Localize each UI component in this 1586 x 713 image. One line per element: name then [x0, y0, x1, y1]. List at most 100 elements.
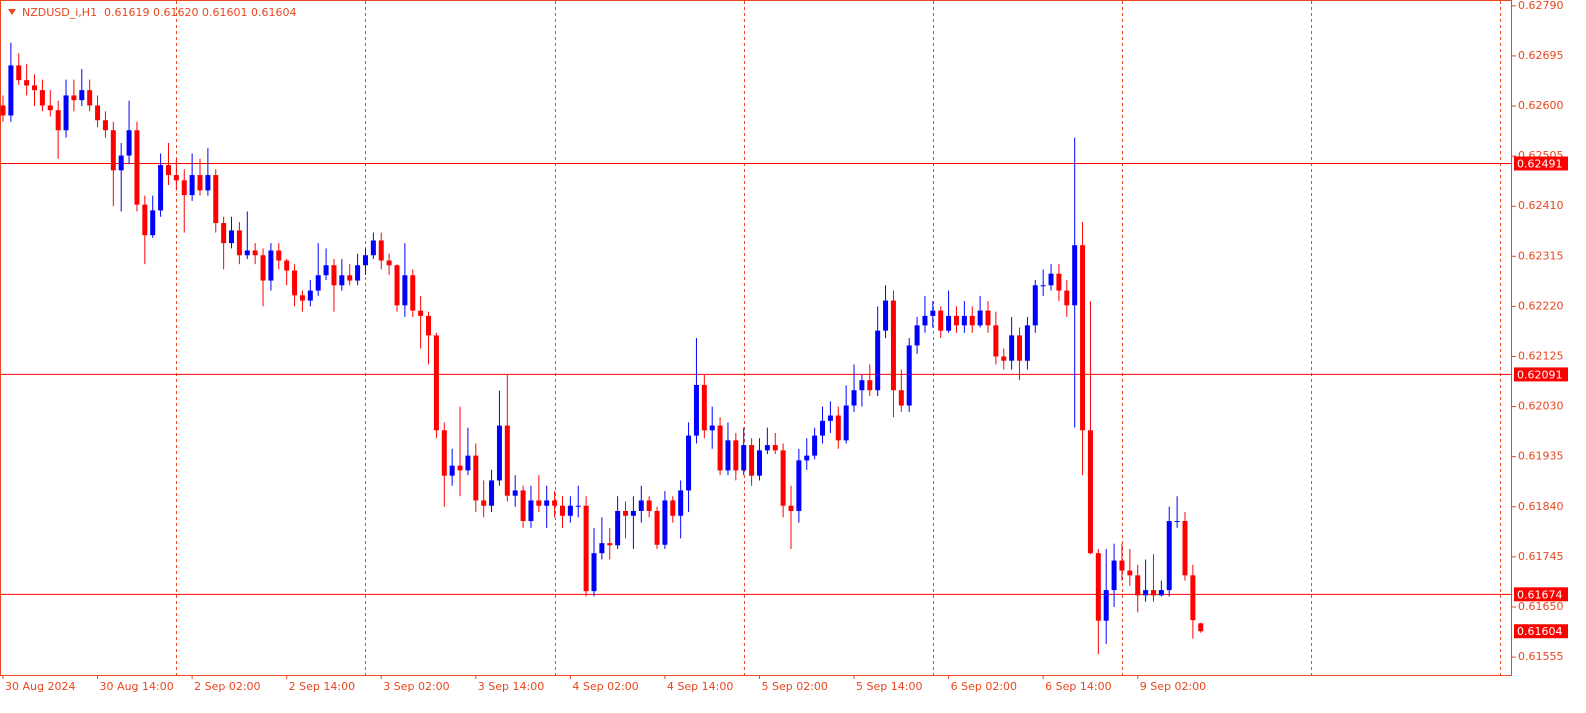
y-tick-label: 0.62600: [1518, 99, 1564, 112]
level-label: 0.61674: [1517, 588, 1563, 601]
x-tick-label: 9 Sep 02:00: [1140, 680, 1206, 693]
x-tick-label: 2 Sep 02:00: [194, 680, 260, 693]
candle-body: [1056, 273, 1062, 291]
price-box: [1514, 624, 1568, 639]
candle-body: [205, 175, 211, 191]
candle-body: [544, 500, 550, 506]
candle-body: [32, 85, 38, 91]
candle-body: [1087, 430, 1093, 554]
candle-body: [1001, 356, 1007, 361]
candle-body: [1032, 285, 1038, 326]
candle-body: [520, 490, 526, 522]
candle-body: [1166, 521, 1172, 591]
candle-body: [1127, 570, 1133, 576]
candle-body: [591, 553, 597, 592]
candle-body: [717, 425, 723, 471]
level-label: 0.62091: [1517, 368, 1563, 381]
x-tick-label: 6 Sep 14:00: [1045, 680, 1111, 693]
candle-body: [24, 80, 30, 86]
candle-body: [906, 345, 912, 406]
candle-body: [142, 204, 148, 236]
candle-body: [378, 240, 384, 261]
candle-body: [165, 165, 171, 176]
candle-body: [559, 505, 565, 516]
candle-body: [977, 310, 983, 326]
candle-body: [126, 130, 132, 156]
candle-body: [0, 105, 6, 116]
candle-body: [662, 500, 668, 545]
x-tick-label: 4 Sep 02:00: [572, 680, 638, 693]
candle-body: [1064, 290, 1070, 306]
level-label: 0.62491: [1517, 157, 1563, 170]
candle-body: [1103, 590, 1109, 621]
candle-body: [189, 175, 195, 196]
candle-body: [686, 435, 692, 491]
candle-body: [914, 325, 920, 346]
candle-body: [859, 380, 865, 391]
candle-body: [764, 445, 770, 451]
candle-body: [749, 445, 755, 476]
level-box: [1514, 367, 1568, 382]
quote: 0.61619 0.61620 0.61601 0.61604: [104, 6, 296, 19]
candle-body: [961, 315, 967, 326]
candle-body: [969, 315, 975, 326]
y-tick-label: 0.61555: [1518, 650, 1564, 663]
candle-body: [181, 180, 187, 196]
candle-body: [898, 390, 904, 406]
candle-body: [946, 315, 952, 331]
candle-body: [1017, 335, 1023, 361]
candle-body: [780, 450, 786, 506]
y-tick-label: 0.62125: [1518, 349, 1564, 362]
candle-body: [71, 95, 77, 101]
candle-body: [1174, 521, 1180, 523]
candle-body: [985, 310, 991, 326]
candle-body: [670, 500, 676, 516]
candle-body: [236, 230, 242, 256]
candle-body: [307, 290, 313, 301]
candle-body: [701, 384, 707, 431]
candle-body: [418, 310, 424, 316]
candle-body: [583, 505, 589, 592]
candle-body: [449, 465, 455, 476]
candle-body: [457, 465, 463, 471]
candle-body: [284, 260, 290, 271]
y-tick-label: 0.62315: [1518, 249, 1564, 262]
candle-body: [95, 105, 101, 121]
candle-body: [796, 460, 802, 511]
y-tick-label: 0.62695: [1518, 49, 1564, 62]
candle-body: [315, 275, 321, 291]
candle-body: [150, 210, 156, 236]
candle-body: [1040, 285, 1046, 287]
candle-body: [930, 310, 936, 316]
candle-body: [1143, 590, 1149, 596]
candle-body: [268, 250, 274, 281]
candle-body: [725, 440, 731, 471]
candle-body: [134, 130, 140, 205]
candle-body: [851, 390, 857, 406]
candle-body: [875, 330, 881, 391]
candle-body: [1119, 560, 1125, 571]
candle-body: [244, 250, 250, 256]
y-tick-label: 0.62410: [1518, 199, 1564, 212]
candle-body: [1048, 273, 1054, 286]
candle-body: [47, 105, 53, 111]
candle-body: [1095, 553, 1101, 621]
candle-body: [252, 250, 258, 256]
candle-body: [213, 175, 219, 224]
candle-body: [16, 65, 22, 81]
candle-body: [890, 300, 896, 391]
x-tick-label: 3 Sep 14:00: [478, 680, 544, 693]
candle-body: [386, 260, 392, 266]
candle-body: [292, 270, 298, 296]
candle-body: [55, 110, 61, 131]
candle-body: [370, 240, 376, 256]
candle-body: [299, 295, 305, 301]
candle-body: [835, 415, 841, 441]
candle-body: [615, 510, 621, 546]
y-tick-label: 0.61650: [1518, 600, 1564, 613]
candle-body: [8, 65, 14, 116]
candle-body: [1190, 575, 1196, 621]
candle-body: [1198, 623, 1204, 632]
candle-body: [693, 384, 699, 436]
